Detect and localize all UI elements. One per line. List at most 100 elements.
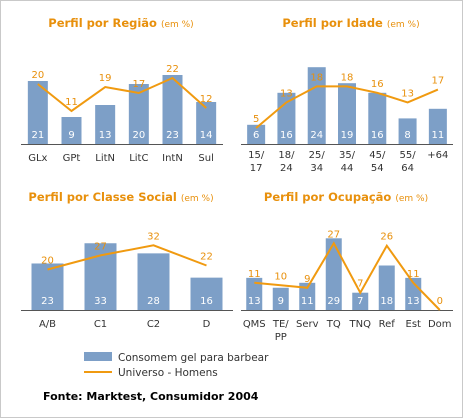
bar-label-2-1: 6 <box>253 130 259 141</box>
series-line-3 <box>47 244 207 271</box>
bar-4-5 <box>352 292 369 310</box>
line-label-4-1: 11 <box>248 269 261 280</box>
legend-line-label: Universo - Homens <box>118 367 218 379</box>
line-label-3-1: 20 <box>41 256 54 267</box>
bar-3-4 <box>190 277 223 310</box>
category-label-3-3: C2 <box>147 319 160 330</box>
bar-1-5 <box>162 75 183 144</box>
bar-label-4-3: 11 <box>301 296 314 307</box>
line-label-3-4: 22 <box>200 252 213 263</box>
line-label-4-3: 9 <box>304 274 310 285</box>
bar-label-4-4: 29 <box>327 296 340 307</box>
category-label-2-7: +64 <box>427 150 448 161</box>
bar-label-2-3: 24 <box>310 130 323 141</box>
chart-title-2: Perfil por Idade (em %) <box>282 16 419 30</box>
line-label-2-5: 16 <box>371 79 384 90</box>
category-label-4-4: TQ <box>326 319 341 330</box>
category-label-2-1-1: 15/ <box>248 150 265 161</box>
bar-label-1-3: 13 <box>99 130 112 141</box>
category-label-4-7: Est <box>406 319 422 330</box>
bar-4-3 <box>299 282 316 310</box>
category-label-1-3: LitN <box>95 153 115 164</box>
bar-3-3 <box>137 253 170 310</box>
category-label-1-1: GLx <box>28 153 47 164</box>
category-label-2-5-1: 45/ <box>369 150 386 161</box>
bar-2-1 <box>247 124 266 144</box>
chart-title-4: Perfil por Ocupação (em %) <box>264 190 428 204</box>
line-label-3-3: 32 <box>147 231 160 242</box>
line-label-1-1: 20 <box>31 70 44 81</box>
series-line-2 <box>255 85 439 129</box>
category-label-2-4-1: 35/ <box>339 150 356 161</box>
bar-2-4 <box>338 83 356 144</box>
category-label-1-2: GPt <box>63 153 81 164</box>
line-label-2-4: 18 <box>341 72 354 83</box>
line-label-3-2: 27 <box>94 241 107 252</box>
line-label-1-3: 19 <box>99 73 112 84</box>
category-label-2-6-2: 64 <box>401 163 414 174</box>
bar-label-3-4: 16 <box>200 296 213 307</box>
category-label-4-5: TNQ <box>349 319 372 330</box>
line-label-1-4: 17 <box>132 79 145 90</box>
category-label-2-6-1: 55/ <box>400 150 417 161</box>
line-label-2-1: 5 <box>253 114 259 125</box>
bar-2-5 <box>368 92 387 144</box>
bar-1-4 <box>128 84 149 144</box>
line-label-1-5: 22 <box>166 64 179 75</box>
bar-label-3-2: 33 <box>94 296 107 307</box>
category-label-1-6: Sul <box>198 153 213 164</box>
bar-label-4-1: 13 <box>248 296 261 307</box>
source-line: Fonte: Marktest, Consumidor 2004 <box>43 390 259 403</box>
bar-label-1-1: 21 <box>31 130 44 141</box>
bar-label-1-5: 23 <box>166 130 179 141</box>
bar-1-3 <box>95 105 116 144</box>
line-label-2-3: 18 <box>310 72 323 83</box>
category-label-2-2-1: 18/ <box>278 150 295 161</box>
category-label-1-5: IntN <box>162 153 183 164</box>
series-line-1 <box>37 76 207 113</box>
chart-title-unit-3: (em %) <box>181 194 214 204</box>
category-label-2-3-2: 34 <box>310 163 323 174</box>
line-label-4-4: 27 <box>327 229 340 240</box>
category-label-3-4: D <box>203 319 211 330</box>
bar-label-1-2: 9 <box>68 130 74 141</box>
category-label-2-2-2: 24 <box>280 163 293 174</box>
line-label-4-8: 0 <box>437 296 443 307</box>
category-label-2-4-2: 44 <box>341 163 354 174</box>
bar-label-1-4: 20 <box>132 130 145 141</box>
bar-label-1-6: 14 <box>200 130 213 141</box>
line-label-2-6: 13 <box>401 88 414 99</box>
line-label-2-2: 13 <box>280 88 293 99</box>
bar-1-6 <box>196 102 217 144</box>
bar-label-2-2: 16 <box>280 130 293 141</box>
series-line-4 <box>254 241 441 311</box>
category-label-4-3: Serv <box>296 319 319 330</box>
chart-title-unit-4: (em %) <box>395 194 428 204</box>
category-label-4-1: QMS <box>243 319 266 330</box>
bar-1-2 <box>61 117 82 144</box>
bar-label-2-5: 16 <box>371 130 384 141</box>
source-text: Marktest, Consumidor 2004 <box>83 390 259 403</box>
bar-1-1 <box>27 81 48 144</box>
line-label-1-6: 12 <box>200 94 213 105</box>
line-label-4-2: 10 <box>274 271 287 282</box>
category-label-4-2-1: TE/ <box>272 319 289 330</box>
bar-label-2-7: 11 <box>431 130 444 141</box>
bar-4-2 <box>272 287 289 310</box>
chart-title-unit-2: (em %) <box>387 20 420 30</box>
chart-title-1: Perfil por Região (em %) <box>48 16 193 30</box>
bar-label-2-4: 19 <box>341 130 354 141</box>
bar-label-2-6: 8 <box>404 130 410 141</box>
bar-2-6 <box>398 118 417 144</box>
line-label-4-5: 7 <box>357 279 363 290</box>
line-label-4-7: 11 <box>407 269 420 280</box>
bar-label-4-6: 18 <box>380 296 393 307</box>
bar-4-6 <box>378 265 395 310</box>
chart-title-3: Perfil por Classe Social (em %) <box>28 190 213 204</box>
bar-2-7 <box>428 108 447 144</box>
category-label-3-2: C1 <box>94 319 107 330</box>
category-label-1-4: LitC <box>129 153 148 164</box>
category-label-4-2-2: PP <box>275 332 287 343</box>
